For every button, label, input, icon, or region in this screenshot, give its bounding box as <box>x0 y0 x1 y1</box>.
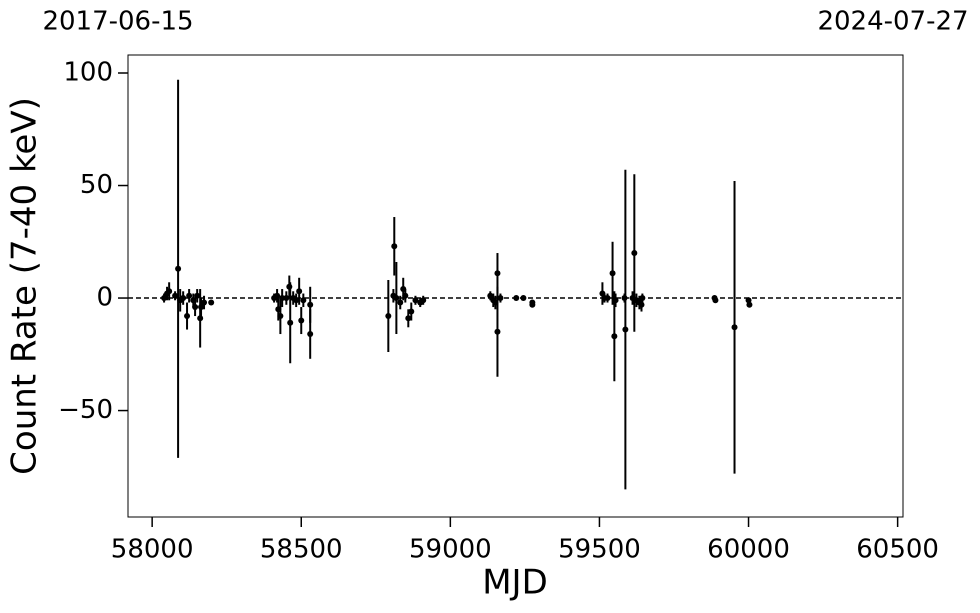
data-point <box>277 313 284 320</box>
data-point <box>283 295 290 302</box>
data-point <box>298 317 305 324</box>
data-point <box>420 297 427 304</box>
data-point <box>391 243 398 250</box>
x-tick-label: 60000 <box>707 535 790 565</box>
data-point <box>513 295 520 302</box>
x-tick-label: 59500 <box>558 535 641 565</box>
data-point <box>612 297 619 304</box>
data-point <box>161 295 168 302</box>
data-point <box>638 301 645 308</box>
data-point <box>184 313 191 320</box>
data-point <box>520 295 527 302</box>
data-point <box>622 326 629 333</box>
data-point <box>287 319 294 326</box>
data-point <box>296 288 303 295</box>
data-point <box>746 301 753 308</box>
data-point <box>712 297 719 304</box>
data-point <box>745 297 752 304</box>
data-point <box>609 270 616 277</box>
data-point <box>604 295 611 302</box>
x-tick-label: 58000 <box>111 535 194 565</box>
y-tick-label: 50 <box>80 170 113 200</box>
data-point <box>497 295 504 302</box>
x-axis-label: MJD <box>482 563 548 603</box>
data-point <box>397 299 404 306</box>
data-point <box>307 331 314 338</box>
data-point <box>274 292 281 299</box>
data-point <box>405 315 412 322</box>
y-tick-label: 100 <box>63 58 113 88</box>
data-point <box>166 288 173 295</box>
data-point <box>279 295 286 302</box>
data-point <box>300 297 307 304</box>
top-date-label: 2017-06-15 <box>42 7 193 37</box>
data-point <box>293 297 300 304</box>
x-tick-label: 59000 <box>409 535 492 565</box>
data-point <box>186 292 193 299</box>
data-point <box>639 295 646 302</box>
data-point <box>408 308 415 315</box>
data-point <box>393 295 400 302</box>
data-point <box>194 292 201 299</box>
data-point <box>611 333 618 340</box>
data-point <box>201 299 208 306</box>
top-date-label: 2024-07-27 <box>817 7 968 37</box>
x-tick-label: 58500 <box>260 535 343 565</box>
data-point <box>198 304 205 311</box>
data-point <box>529 301 536 308</box>
data-point <box>307 301 314 308</box>
data-point <box>192 304 199 311</box>
data-point <box>402 292 409 299</box>
y-axis-label: Count Rate (7-40 keV) <box>5 97 45 475</box>
y-tick-label: −50 <box>58 395 113 425</box>
data-point <box>172 292 179 299</box>
data-point <box>412 297 419 304</box>
data-point <box>731 324 738 331</box>
data-point <box>494 328 501 335</box>
data-point <box>208 299 215 306</box>
data-point <box>197 315 204 322</box>
x-tick-label: 60500 <box>856 535 939 565</box>
data-point <box>487 292 494 299</box>
data-point <box>631 250 638 257</box>
data-point <box>175 265 182 272</box>
data-point <box>494 270 501 277</box>
y-tick-label: 0 <box>96 283 113 313</box>
data-point <box>385 313 392 320</box>
plot-frame <box>127 54 904 518</box>
data-point <box>180 295 187 302</box>
